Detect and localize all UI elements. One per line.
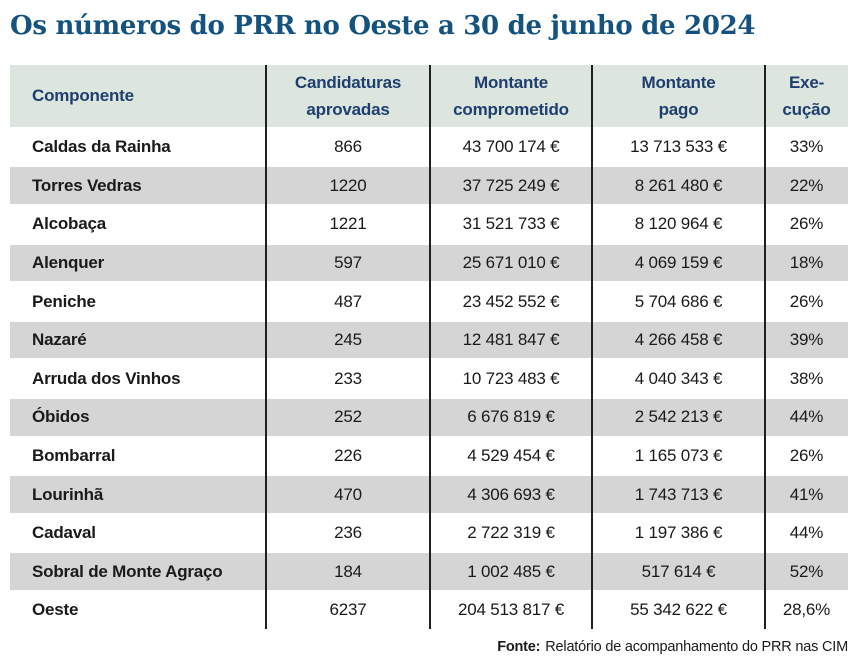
component-name: Sobral de Monte Agraço <box>32 561 223 581</box>
execution-value: 26% <box>789 291 824 311</box>
committed-value: 31 521 733 € <box>462 214 560 234</box>
component-name: Cadaval <box>32 523 96 543</box>
committed-value: 6 676 819 € <box>467 407 555 427</box>
paid-value: 8 261 480 € <box>634 175 723 195</box>
committed-value: 2 722 319 € <box>467 523 555 543</box>
header-line: Exe- <box>788 72 825 92</box>
component-name: Nazaré <box>32 330 87 350</box>
component-name: Alenquer <box>32 252 105 272</box>
paid-value: 1 197 386 € <box>634 523 723 543</box>
column-divider <box>764 64 766 629</box>
approved-value: 597 <box>334 252 362 272</box>
paid-value: 8 120 964 € <box>634 214 723 234</box>
page-title: Os números do PRR no Oeste a 30 de junho… <box>10 11 756 41</box>
approved-value: 236 <box>334 523 362 543</box>
column-divider <box>429 64 431 629</box>
component-name: Bombarral <box>32 445 116 465</box>
execution-value: 44% <box>789 407 824 427</box>
committed-value: 4 529 454 € <box>467 445 555 465</box>
approved-value: 184 <box>334 561 362 581</box>
header-line: cução <box>782 99 831 119</box>
execution-value: 26% <box>789 445 824 465</box>
header-line: Montante <box>474 72 548 92</box>
paid-value: 4 266 458 € <box>634 330 723 350</box>
component-name: Óbidos <box>32 407 90 427</box>
approved-value: 226 <box>334 445 362 465</box>
approved-value: 487 <box>334 291 362 311</box>
source-note: Fonte: Relatório de acompanhamento do PRR… <box>10 639 848 655</box>
source-text: Relatório de acompanhamento do PRR nas C… <box>545 638 848 655</box>
execution-value: 26% <box>789 214 824 234</box>
committed-value: 43 700 174 € <box>462 137 560 157</box>
column-divider <box>265 64 267 629</box>
paid-value: 2 542 213 € <box>634 407 723 427</box>
committed-value: 25 671 010 € <box>462 252 560 272</box>
prr-data-table: Componente Candidaturas aprovadas Montan… <box>10 64 848 629</box>
paid-value: 4 069 159 € <box>634 252 723 272</box>
header-line: comprometido <box>453 99 569 119</box>
execution-value: 28,6% <box>782 600 831 620</box>
committed-value: 23 452 552 € <box>462 291 560 311</box>
committed-value: 12 481 847 € <box>462 330 560 350</box>
header-componente: Componente <box>32 85 134 105</box>
committed-value: 10 723 483 € <box>462 368 560 388</box>
header-line: aprovadas <box>306 99 390 119</box>
execution-value: 22% <box>789 175 824 195</box>
component-name: Caldas da Rainha <box>32 137 171 157</box>
approved-value: 252 <box>334 407 362 427</box>
header-line: Candidaturas <box>294 72 402 92</box>
paid-value: 4 040 343 € <box>634 368 723 388</box>
approved-value: 6237 <box>329 600 367 620</box>
column-divider <box>591 64 593 629</box>
paid-value: 13 713 533 € <box>630 137 727 157</box>
header-line: pago <box>658 99 699 119</box>
component-name: Arruda dos Vinhos <box>32 368 181 388</box>
execution-value: 39% <box>789 330 824 350</box>
source-label: Fonte: <box>497 638 541 655</box>
execution-value: 41% <box>789 484 824 504</box>
execution-value: 38% <box>789 368 824 388</box>
header-montante-pago: Montante pago <box>592 65 765 127</box>
execution-value: 33% <box>789 137 824 157</box>
approved-value: 866 <box>334 137 362 157</box>
execution-value: 18% <box>789 252 824 272</box>
paid-value: 55 342 622 € <box>630 600 727 620</box>
header-candidaturas-aprovadas: Candidaturas aprovadas <box>266 65 430 127</box>
component-name: Oeste <box>32 600 79 620</box>
execution-value: 44% <box>789 523 824 543</box>
committed-value: 1 002 485 € <box>467 561 555 581</box>
paid-value: 5 704 686 € <box>634 291 723 311</box>
component-name: Torres Vedras <box>32 175 142 195</box>
approved-value: 1221 <box>329 214 367 234</box>
paid-value: 1 743 713 € <box>634 484 723 504</box>
approved-value: 245 <box>334 330 362 350</box>
header-execucao: Exe- cução <box>765 65 848 127</box>
committed-value: 37 725 249 € <box>462 175 560 195</box>
paid-value: 1 165 073 € <box>634 445 723 465</box>
approved-value: 1220 <box>329 175 367 195</box>
component-name: Peniche <box>32 291 96 311</box>
approved-value: 470 <box>334 484 362 504</box>
header-montante-comprometido: Montante comprometido <box>430 65 592 127</box>
component-name: Lourinhã <box>32 484 104 504</box>
committed-value: 204 513 817 € <box>457 600 565 620</box>
committed-value: 4 306 693 € <box>467 484 555 504</box>
component-name: Alcobaça <box>32 214 106 234</box>
execution-value: 52% <box>789 561 824 581</box>
approved-value: 233 <box>334 368 362 388</box>
header-line: Montante <box>641 72 716 92</box>
paid-value: 517 614 € <box>641 561 716 581</box>
